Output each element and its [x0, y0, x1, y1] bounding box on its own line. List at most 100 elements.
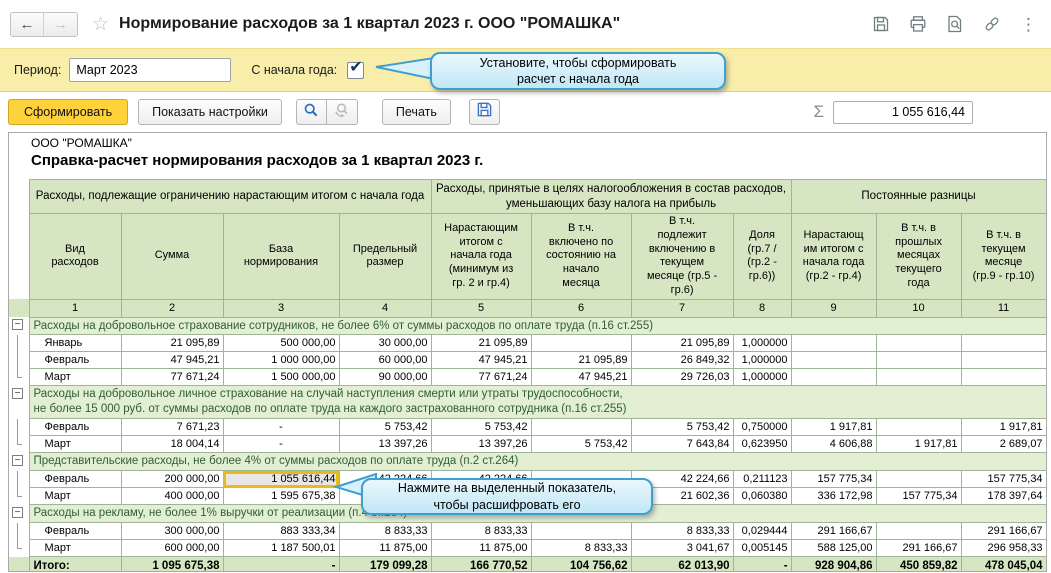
value-cell[interactable]: 178 397,64: [960, 487, 1046, 506]
value-cell[interactable]: [875, 351, 962, 370]
value-cell[interactable]: 60 000,00: [338, 351, 432, 370]
value-cell[interactable]: 157 775,34: [875, 487, 962, 506]
value-cell[interactable]: 7 671,23: [120, 418, 224, 437]
value-cell[interactable]: [875, 522, 962, 541]
collapse-icon[interactable]: −: [12, 319, 23, 330]
value-cell[interactable]: 7 643,84: [630, 435, 734, 454]
value-cell[interactable]: 157 775,34: [790, 470, 877, 489]
value-cell[interactable]: 8 833,33: [630, 522, 734, 541]
forward-button[interactable]: →: [44, 12, 77, 36]
value-cell[interactable]: 0,750000: [732, 418, 792, 437]
value-cell[interactable]: [790, 368, 877, 387]
value-cell[interactable]: 5 753,42: [430, 418, 532, 437]
value-cell[interactable]: 11 875,00: [430, 539, 532, 558]
total-value-cell[interactable]: 450 859,82: [875, 556, 962, 571]
month-cell[interactable]: Февраль: [28, 522, 122, 541]
save-icon[interactable]: [872, 15, 890, 33]
month-cell[interactable]: Март: [28, 487, 122, 506]
month-cell[interactable]: Февраль: [28, 418, 122, 437]
total-value-cell[interactable]: 478 045,04: [960, 556, 1046, 571]
value-cell[interactable]: 8 833,33: [338, 522, 432, 541]
value-cell[interactable]: [530, 522, 632, 541]
value-cell[interactable]: 336 172,98: [790, 487, 877, 506]
value-cell[interactable]: 400 000,00: [120, 487, 224, 506]
value-cell[interactable]: [530, 418, 632, 437]
period-field[interactable]: ...: [69, 58, 232, 82]
collapse-icon[interactable]: −: [12, 387, 23, 399]
collapse-icon[interactable]: −: [12, 454, 23, 466]
value-cell[interactable]: 21 095,89: [120, 334, 224, 353]
value-cell[interactable]: 1 595 675,38: [222, 487, 340, 506]
value-cell[interactable]: 1 000 000,00: [222, 351, 340, 370]
value-cell[interactable]: 588 125,00: [790, 539, 877, 558]
show-settings-button[interactable]: Показать настройки: [138, 99, 282, 125]
value-cell[interactable]: 21 095,89: [530, 351, 632, 370]
value-cell[interactable]: 300 000,00: [120, 522, 224, 541]
section-title-cell[interactable]: Расходы на добровольное личное страхован…: [28, 385, 1046, 420]
value-cell[interactable]: 1 187 500,01: [222, 539, 340, 558]
value-cell[interactable]: 21 095,89: [630, 334, 734, 353]
total-value-cell[interactable]: 62 013,90: [630, 556, 734, 571]
value-cell[interactable]: 1 500 000,00: [222, 368, 340, 387]
month-cell[interactable]: Февраль: [28, 470, 122, 489]
more-icon[interactable]: ⋮: [1020, 14, 1037, 34]
month-cell[interactable]: Март: [28, 368, 122, 387]
section-title-cell[interactable]: Расходы на добровольное страхование сотр…: [28, 316, 1046, 336]
total-value-cell[interactable]: 179 099,28: [338, 556, 432, 571]
value-cell[interactable]: [875, 368, 962, 387]
value-cell[interactable]: [530, 334, 632, 353]
value-cell[interactable]: [790, 351, 877, 370]
value-cell[interactable]: 77 671,24: [430, 368, 532, 387]
total-value-cell[interactable]: -: [222, 556, 340, 571]
period-input[interactable]: [70, 59, 231, 81]
value-cell[interactable]: 296 958,33: [960, 539, 1046, 558]
value-cell[interactable]: 77 671,24: [120, 368, 224, 387]
ytd-checkbox[interactable]: ✔: [347, 59, 365, 79]
value-cell[interactable]: 291 166,67: [960, 522, 1046, 541]
month-cell[interactable]: Февраль: [28, 351, 122, 370]
value-cell[interactable]: -: [222, 435, 340, 454]
value-cell[interactable]: [790, 334, 877, 353]
value-cell[interactable]: 0,623950: [732, 435, 792, 454]
value-cell[interactable]: 1 917,81: [875, 435, 962, 454]
value-cell[interactable]: 1 917,81: [960, 418, 1046, 437]
value-cell[interactable]: 47 945,21: [430, 351, 532, 370]
value-cell[interactable]: 1,000000: [732, 334, 792, 353]
generate-button[interactable]: Сформировать: [8, 99, 129, 125]
value-cell[interactable]: [875, 334, 962, 353]
back-button[interactable]: ←: [11, 12, 44, 36]
value-cell[interactable]: 47 945,21: [530, 368, 632, 387]
total-value-cell[interactable]: 166 770,52: [430, 556, 532, 571]
month-cell[interactable]: Январь: [28, 334, 122, 353]
value-cell[interactable]: 3 041,67: [630, 539, 734, 558]
totals-label-cell[interactable]: Итого:: [28, 556, 122, 571]
value-cell[interactable]: 47 945,21: [120, 351, 224, 370]
value-cell[interactable]: 8 833,33: [530, 539, 632, 558]
month-cell[interactable]: Март: [28, 435, 122, 454]
value-cell[interactable]: 0,211123: [732, 470, 792, 489]
value-cell[interactable]: 291 166,67: [875, 539, 962, 558]
value-cell[interactable]: 0,029444: [732, 522, 792, 541]
value-cell[interactable]: 18 004,14: [120, 435, 224, 454]
value-cell[interactable]: 4 606,88: [790, 435, 877, 454]
favorite-star-icon[interactable]: ☆: [92, 13, 110, 35]
value-cell[interactable]: 8 833,33: [430, 522, 532, 541]
total-value-cell[interactable]: 1 095 675,38: [120, 556, 224, 571]
total-value-cell[interactable]: 104 756,62: [530, 556, 632, 571]
value-cell[interactable]: 883 333,34: [222, 522, 340, 541]
value-cell[interactable]: [875, 418, 962, 437]
value-cell[interactable]: 5 753,42: [338, 418, 432, 437]
total-value-cell[interactable]: -: [732, 556, 792, 571]
highlighted-value-cell[interactable]: 1 055 616,44: [222, 470, 340, 489]
value-cell[interactable]: 1,000000: [732, 368, 792, 387]
value-cell[interactable]: 5 753,42: [630, 418, 734, 437]
value-cell[interactable]: [960, 351, 1046, 370]
collapse-icon[interactable]: −: [12, 506, 23, 518]
month-cell[interactable]: Март: [28, 539, 122, 558]
value-cell[interactable]: 13 397,26: [430, 435, 532, 454]
value-cell[interactable]: 11 875,00: [338, 539, 432, 558]
value-cell[interactable]: 1,000000: [732, 351, 792, 370]
value-cell[interactable]: [960, 368, 1046, 387]
value-cell[interactable]: 600 000,00: [120, 539, 224, 558]
value-cell[interactable]: 1 917,81: [790, 418, 877, 437]
